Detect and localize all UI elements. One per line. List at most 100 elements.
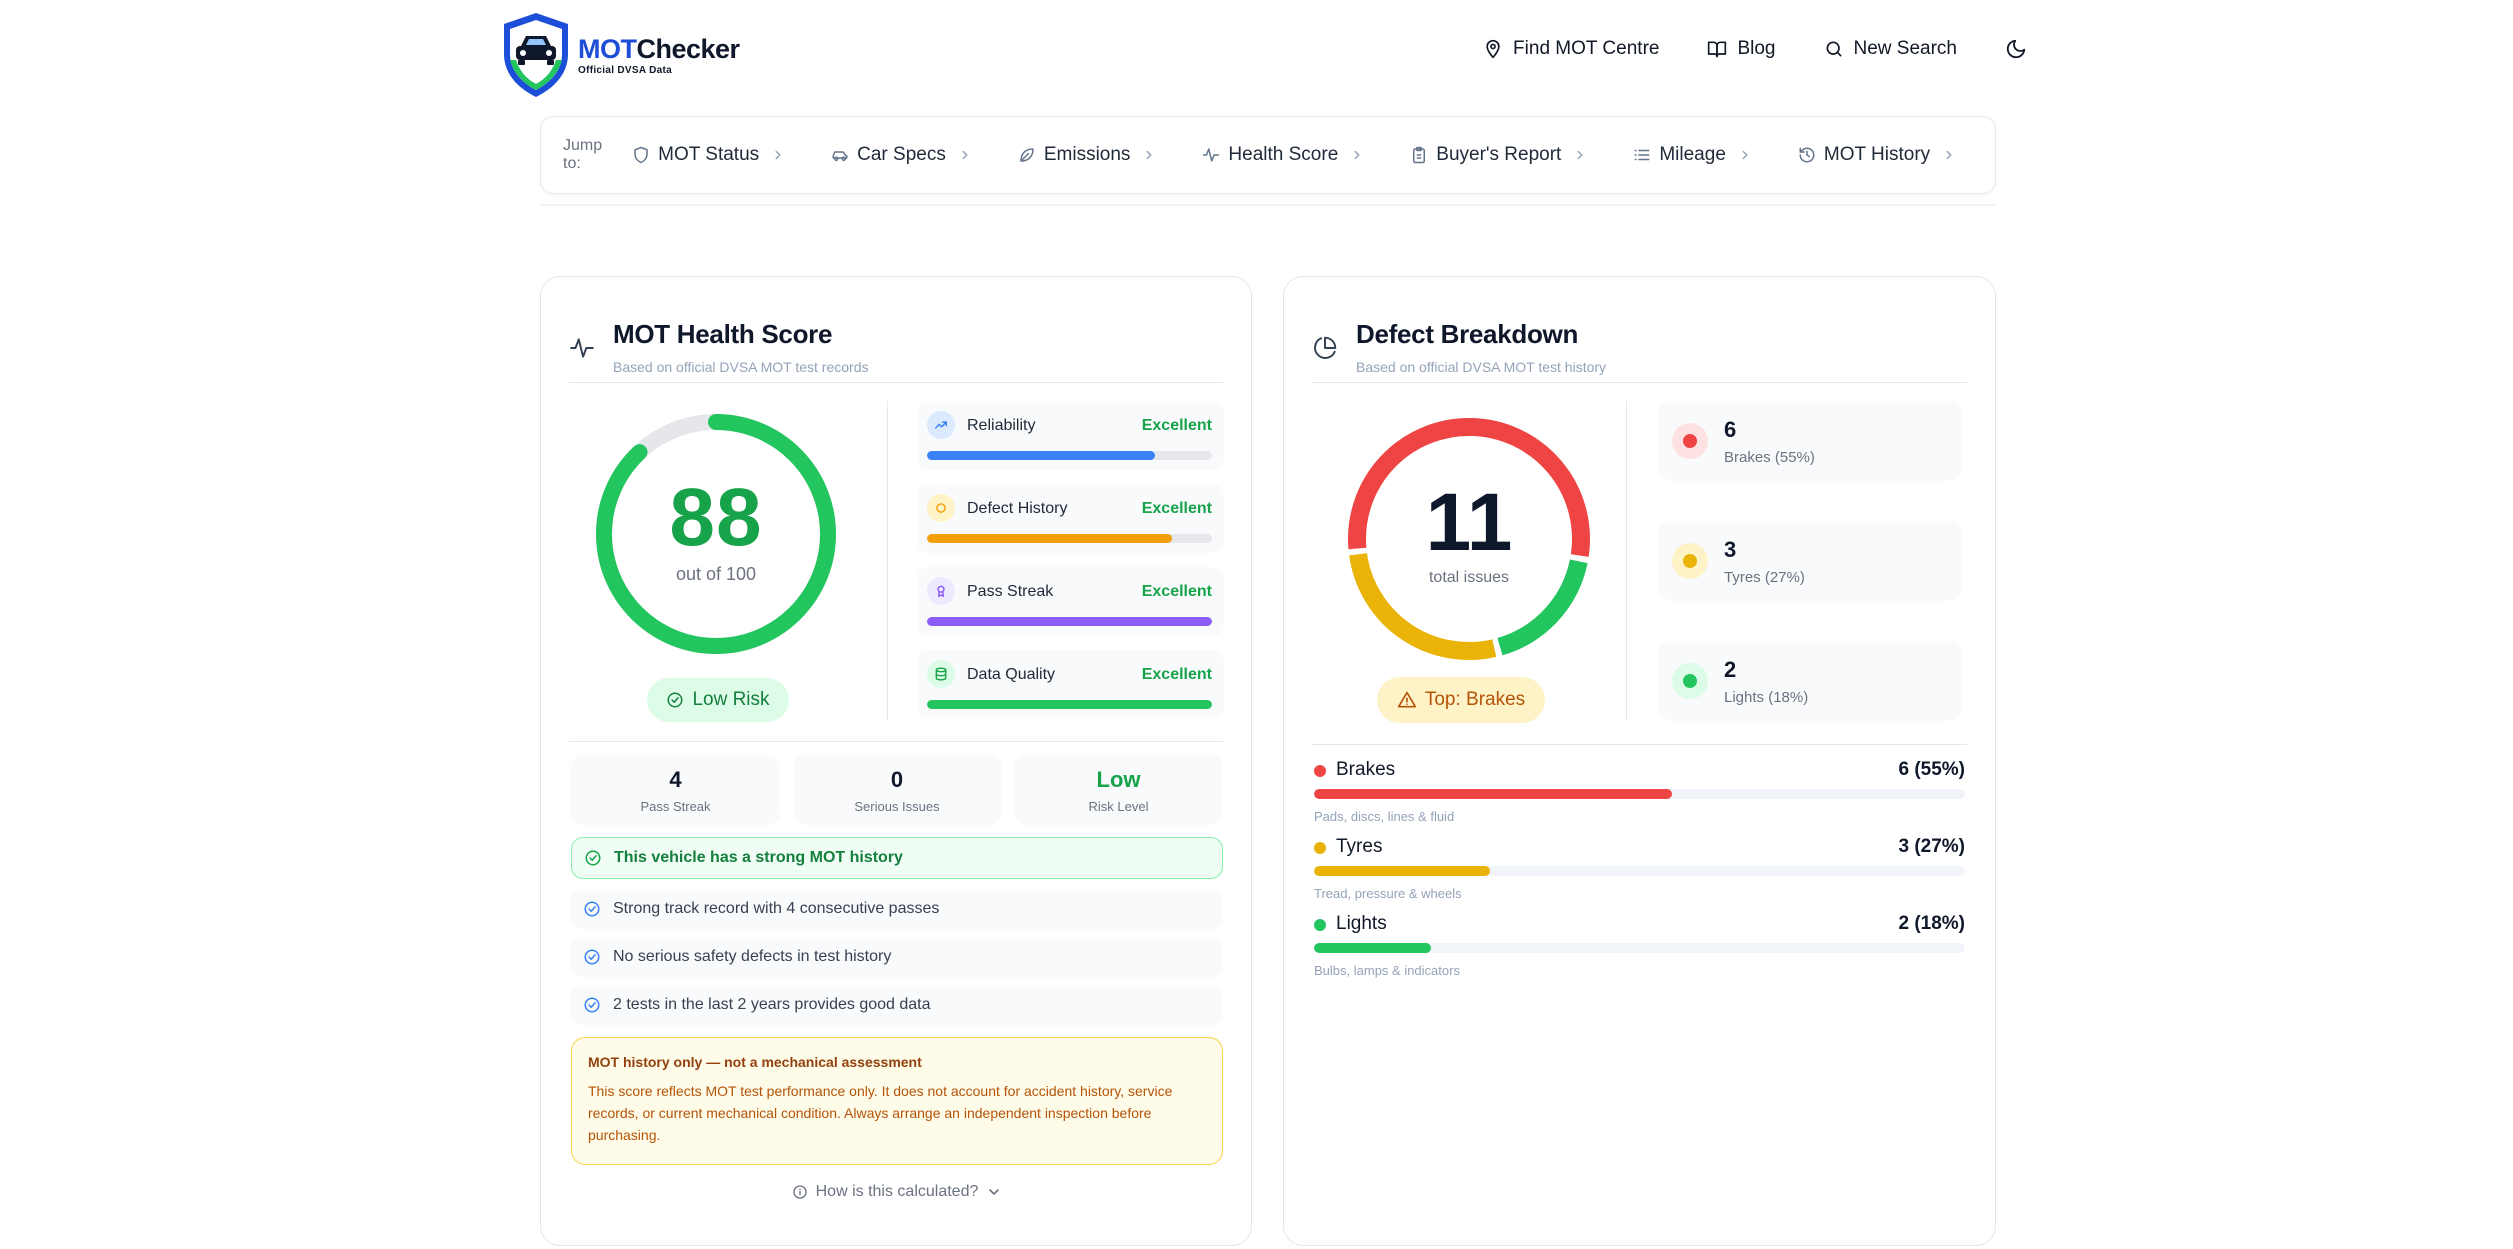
jump-mileage-label: Mileage <box>1659 144 1726 165</box>
metric-label: Defect History <box>967 500 1068 517</box>
stat-value: 4 <box>669 767 682 792</box>
legend-count: 6 <box>1724 417 1737 442</box>
nav-new-search-label: New Search <box>1853 38 1958 59</box>
bar-track <box>1314 789 1965 799</box>
health-score-value: 88 <box>669 472 763 563</box>
nav-find-mot-centre-label: Find MOT Centre <box>1513 38 1660 59</box>
disclaimer-body: This score reflects MOT test performance… <box>588 1083 1173 1143</box>
health-score-out-of: out of 100 <box>675 564 757 584</box>
metric-fill <box>927 700 1212 709</box>
history-icon <box>1799 147 1815 163</box>
jump-mileage[interactable]: Mileage <box>1633 144 1752 166</box>
stat-label: Pass Streak <box>640 799 711 814</box>
circle-icon <box>936 503 946 513</box>
site-header: MOTChecker Official DVSA Data Find MOT C… <box>0 0 2513 112</box>
metric-label: Pass Streak <box>967 583 1054 600</box>
jump-to-label: Jump to: <box>563 137 603 172</box>
gauge-ring <box>596 414 836 654</box>
health-hdivider <box>569 741 1223 742</box>
stat-label: Risk Level <box>1088 799 1149 814</box>
legend-count: 2 <box>1724 657 1737 682</box>
metric-value: Excellent <box>1141 417 1212 434</box>
chevron-right-icon <box>1146 150 1153 160</box>
list-icon <box>1634 149 1650 161</box>
logo[interactable]: MOTChecker Official DVSA Data <box>500 10 740 100</box>
point-text: 2 tests in the last 2 years provides goo… <box>613 996 931 1013</box>
metric-defect-history: Defect History Excellent <box>917 484 1224 553</box>
bar-name: Tyres <box>1336 836 1383 857</box>
total-issues-value: 11 <box>1425 477 1513 568</box>
legend-text: Lights (18%) <box>1724 689 1809 706</box>
how-calculated-toggle[interactable]: How is this calculated? <box>541 1183 1253 1201</box>
legend-card-lights: 2 Lights (18%) <box>1658 641 1963 721</box>
jump-mot-history[interactable]: MOT History <box>1798 144 1956 166</box>
disclaimer-title: MOT history only — not a mechanical asse… <box>588 1054 922 1070</box>
chevron-right-icon <box>962 150 968 160</box>
bar-value: 6 (55%) <box>1898 759 1965 780</box>
top-defect-label: Top: Brakes <box>1424 689 1526 710</box>
legend-dot <box>1683 554 1697 568</box>
health-points: Strong track record with 4 consecutive p… <box>571 889 1223 1033</box>
donut-segment-lights <box>1497 559 1588 656</box>
bar-row-tyres: Tyres 3 (27%) Tread, pressure & wheels <box>1314 834 1965 911</box>
health-score-header: MOT Health Score Based on official DVSA … <box>569 299 1223 383</box>
bar-desc: Tread, pressure & wheels <box>1314 886 1462 901</box>
metric-fill <box>927 451 1155 460</box>
search-icon <box>1826 41 1841 57</box>
chevron-right-icon <box>1577 150 1584 160</box>
nav-blog[interactable]: Blog <box>1707 38 1776 60</box>
legend-dot <box>1683 434 1697 448</box>
gauge-arc <box>596 414 836 654</box>
jump-health-score[interactable]: Health Score <box>1202 144 1364 166</box>
bar-fill <box>1314 866 1490 876</box>
stat-label: Serious Issues <box>854 799 940 814</box>
jump-emissions[interactable]: Emissions <box>1018 144 1157 166</box>
defect-donut: 11 total issues <box>1344 414 1594 664</box>
metric-fill <box>927 617 1212 626</box>
nav-new-search[interactable]: New Search <box>1824 38 1958 60</box>
nav-find-mot-centre[interactable]: Find MOT Centre <box>1483 38 1659 60</box>
jump-car-specs[interactable]: Car Specs <box>831 144 972 166</box>
metric-fill <box>927 534 1173 543</box>
jump-buyers-report-label: Buyer's Report <box>1436 144 1562 165</box>
legend-card-brakes: 6 Brakes (55%) <box>1658 401 1963 481</box>
stat-value: 0 <box>890 767 904 792</box>
jump-buyers-report[interactable]: Buyer's Report <box>1410 144 1587 166</box>
jump-mot-status[interactable]: MOT Status <box>632 144 785 166</box>
metric-track <box>927 534 1212 543</box>
top-defect-badge: Top: Brakes <box>1377 677 1545 723</box>
metric-icon-badge <box>927 411 955 439</box>
metric-icon-badge <box>927 660 955 688</box>
health-score-gauge: 88 out of 100 <box>591 409 841 659</box>
list-item: 2 tests in the last 2 years provides goo… <box>571 985 1223 1025</box>
bar-dot <box>1314 919 1326 931</box>
activity-icon <box>1203 148 1220 162</box>
metric-track <box>927 451 1212 460</box>
logo-title-checker: Checker <box>636 33 741 64</box>
risk-badge: Low Risk <box>647 678 789 722</box>
logo-tagline: Official DVSA Data <box>578 64 672 76</box>
legend-card-tyres: 3 Tyres (27%) <box>1658 521 1963 601</box>
health-score-subtitle: Based on official DVSA MOT test records <box>613 359 869 375</box>
moon-icon[interactable] <box>2005 38 2027 60</box>
bar-desc: Pads, discs, lines & fluid <box>1314 809 1455 824</box>
defect-breakdown-title: Defect Breakdown <box>1356 319 1579 349</box>
bar-value: 2 (18%) <box>1898 913 1965 934</box>
clipboard-icon <box>1413 146 1426 164</box>
total-issues-label: total issues <box>1428 569 1510 586</box>
pie-chart-icon <box>1314 336 1337 359</box>
defect-breakdown-card: Defect Breakdown Based on official DVSA … <box>1283 276 1996 1246</box>
health-score-title: MOT Health Score <box>613 319 833 349</box>
info-icon <box>792 1185 807 1199</box>
legend-text: Tyres (27%) <box>1724 569 1805 586</box>
chevron-right-icon <box>1742 150 1748 160</box>
health-stats: 4 Pass Streak 0 Serious Issues Low Risk … <box>571 755 1223 825</box>
bar-fill <box>1314 943 1432 953</box>
metric-reliability: Reliability Excellent <box>917 401 1224 470</box>
check-circle-icon <box>585 850 601 866</box>
bar-name: Lights <box>1336 913 1387 934</box>
metric-pass-streak: Pass Streak Excellent <box>917 567 1224 636</box>
jump-mot-history-label: MOT History <box>1823 144 1931 165</box>
bar-fill <box>1314 789 1673 799</box>
check-circle-icon <box>667 692 683 708</box>
